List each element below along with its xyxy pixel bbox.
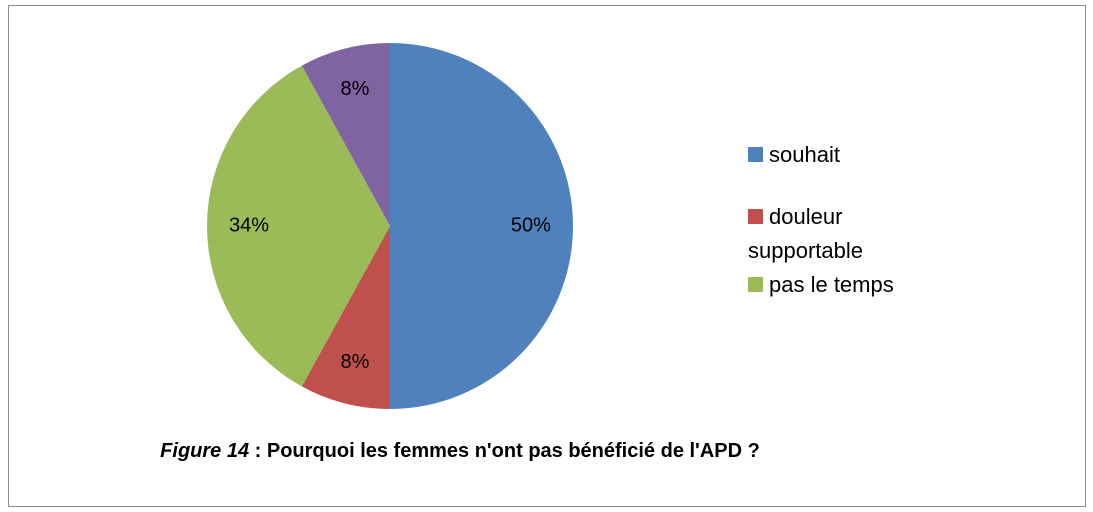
legend-swatch (748, 277, 763, 292)
legend-entry: douleur supportable (748, 200, 928, 268)
pie-slice (301, 43, 390, 226)
data-label: 8% (341, 351, 370, 373)
legend-swatch (748, 147, 763, 162)
data-label: 34% (229, 214, 269, 236)
caption: Figure 14 : Pourquoi les femmes n'ont pa… (160, 440, 760, 462)
legend-label: pas le temps (769, 272, 894, 297)
data-label: 50% (511, 214, 551, 236)
caption-label: Figure 14 (160, 440, 249, 462)
legend: souhait douleur supportable pas le temps (748, 138, 928, 330)
pie-slice (206, 65, 390, 387)
legend-swatch (748, 209, 763, 224)
caption-text: : Pourquoi les femmes n'ont pas bénéfici… (249, 440, 760, 462)
legend-entry: pas le temps (748, 268, 928, 302)
pie-slice (301, 226, 390, 409)
pie-slice (390, 43, 573, 409)
legend-label: souhait (769, 142, 840, 167)
legend-entry: souhait (748, 138, 928, 172)
legend-label: douleur supportable (748, 204, 863, 263)
data-label: 8% (341, 78, 370, 100)
